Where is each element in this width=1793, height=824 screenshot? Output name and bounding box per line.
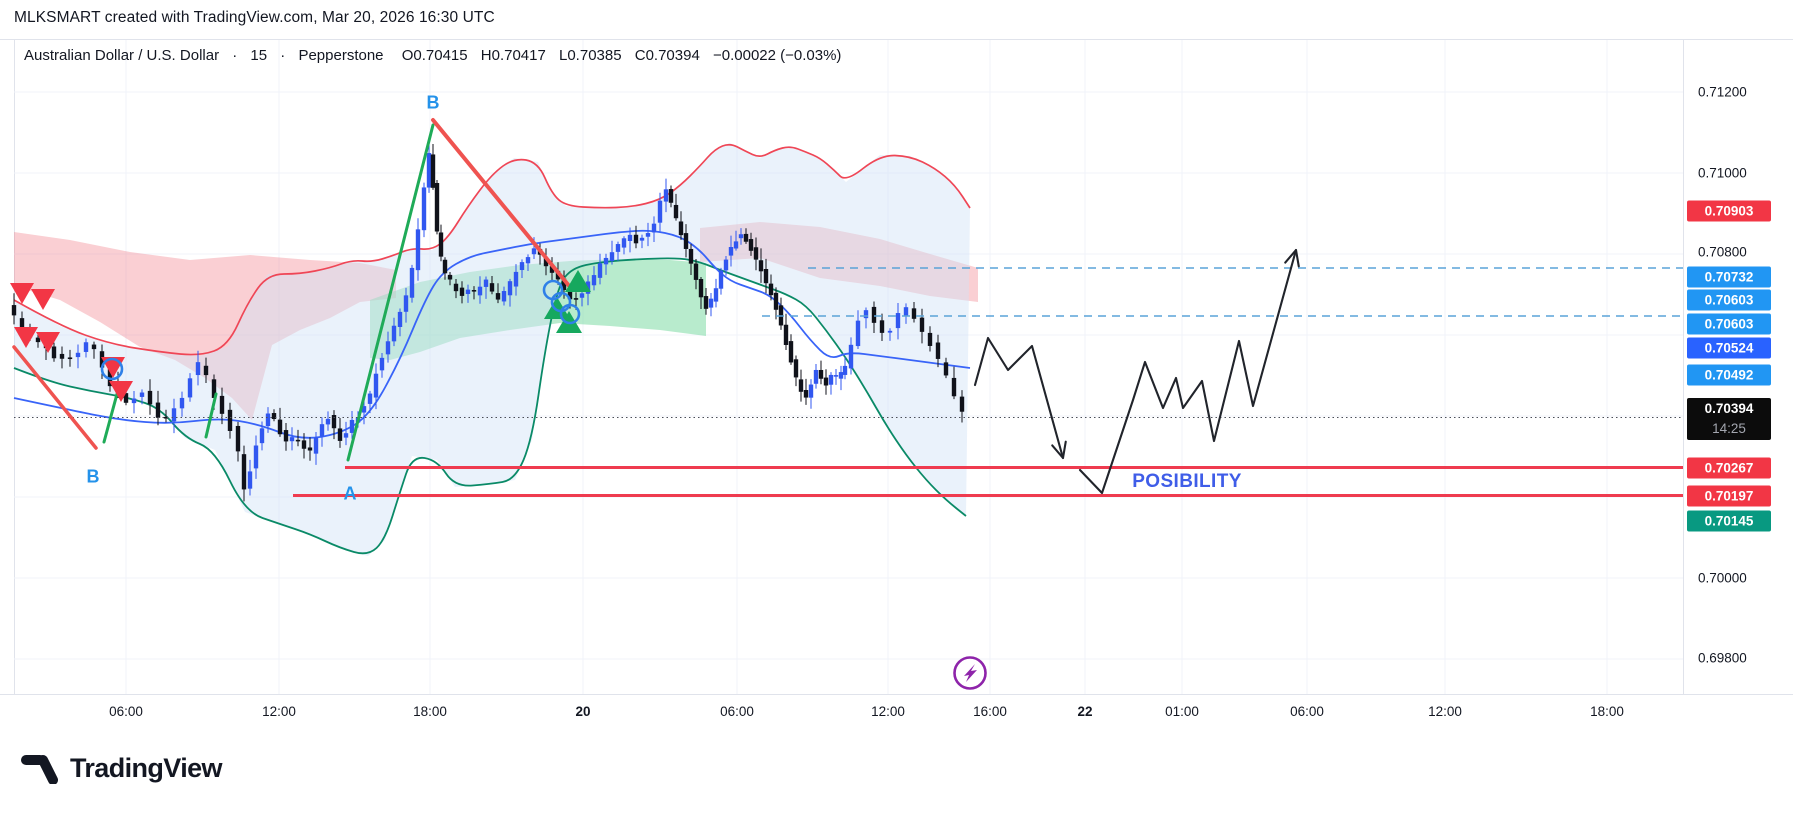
pane-border-left (14, 40, 15, 694)
time-axis-label: 12:00 (1428, 704, 1462, 719)
interval-label[interactable]: 15 (250, 47, 268, 64)
pane-border-bottom (0, 694, 1793, 695)
price-level-badge: 0.70145 (1687, 510, 1771, 532)
time-axis-label: 06:00 (109, 704, 143, 719)
price-level-badge: 0.70732 (1687, 266, 1771, 288)
highlight-circles[interactable] (100, 279, 581, 381)
time-axis-label: 01:00 (1165, 704, 1199, 719)
time-axis-label: 06:00 (1290, 704, 1324, 719)
time-axis-label: 22 (1077, 704, 1093, 719)
time-axis-label: 18:00 (1590, 704, 1624, 719)
letter-annotation-b[interactable]: B (86, 466, 100, 487)
price-axis-label: 0.71200 (1698, 84, 1747, 100)
letter-annotation-a[interactable]: A (343, 483, 357, 504)
time-axis-label: 18:00 (413, 704, 447, 719)
tradingview-logo[interactable]: TradingView (20, 752, 223, 784)
tradingview-logo-text: TradingView (70, 752, 223, 783)
time-axis-label: 20 (575, 704, 591, 719)
ohlc-low: L0.70385 (559, 47, 622, 64)
price-axis-label: 0.69800 (1698, 650, 1747, 666)
price-axis-label: 0.71000 (1698, 165, 1747, 181)
letter-annotation-b[interactable]: B (426, 92, 440, 113)
price-level-badge: 0.70197 (1687, 485, 1771, 507)
legend-separator-1: · (232, 47, 238, 64)
chart-legend[interactable]: Australian Dollar / U.S. Dollar · 15 · P… (24, 47, 841, 64)
price-level-badge: 0.70603 (1687, 289, 1771, 311)
last-price-value: 0.70394 (1704, 401, 1754, 417)
tradingview-logo-icon (21, 755, 58, 784)
pane-border-top (0, 39, 1793, 40)
price-scale-separator[interactable] (1683, 40, 1684, 694)
dashed-target-lines[interactable] (762, 267, 1683, 317)
candlestick-series (11, 143, 965, 502)
ohlc-high: H0.70417 (480, 47, 546, 64)
time-axis-label: 16:00 (973, 704, 1007, 719)
lightning-icon[interactable] (953, 656, 987, 690)
symbol-name[interactable]: Australian Dollar / U.S. Dollar (24, 47, 220, 64)
price-level-badge: 0.70603 (1687, 313, 1771, 335)
price-axis-label: 0.70800 (1698, 244, 1747, 260)
price-axis-label: 0.70000 (1698, 570, 1747, 586)
venue-label: Pepperstone (298, 47, 384, 64)
price-level-badge: 0.70903 (1687, 200, 1771, 222)
time-axis-label: 12:00 (262, 704, 296, 719)
time-axis-label: 06:00 (720, 704, 754, 719)
ohlc-close: C0.70394 (634, 47, 700, 64)
time-axis-label: 12:00 (871, 704, 905, 719)
projection-arrows[interactable] (973, 248, 1300, 495)
price-level-badge: 0.70267 (1687, 457, 1771, 479)
ohlc-change: −0.00022 (−0.03%) (712, 47, 842, 64)
legend-separator-2: · (280, 47, 286, 64)
header-credit: MLKSMART created with TradingView.com, M… (14, 9, 495, 26)
last-price-badge: 0.70394 14:25 (1687, 398, 1771, 440)
ohlc-open: O0.70415 (401, 47, 468, 64)
grid-lines (14, 40, 1683, 694)
posibility-text-annotation[interactable]: POSIBILITY (1132, 471, 1242, 492)
price-level-badge: 0.70492 (1687, 364, 1771, 386)
support-lines[interactable] (293, 466, 1683, 497)
price-level-badge: 0.70524 (1687, 337, 1771, 359)
bar-countdown: 14:25 (1712, 421, 1746, 436)
trend-lines[interactable] (12, 118, 572, 462)
